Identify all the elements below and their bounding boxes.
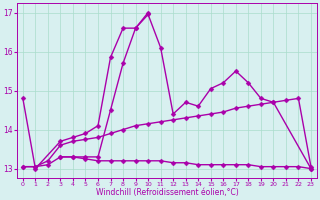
X-axis label: Windchill (Refroidissement éolien,°C): Windchill (Refroidissement éolien,°C) — [96, 188, 238, 197]
